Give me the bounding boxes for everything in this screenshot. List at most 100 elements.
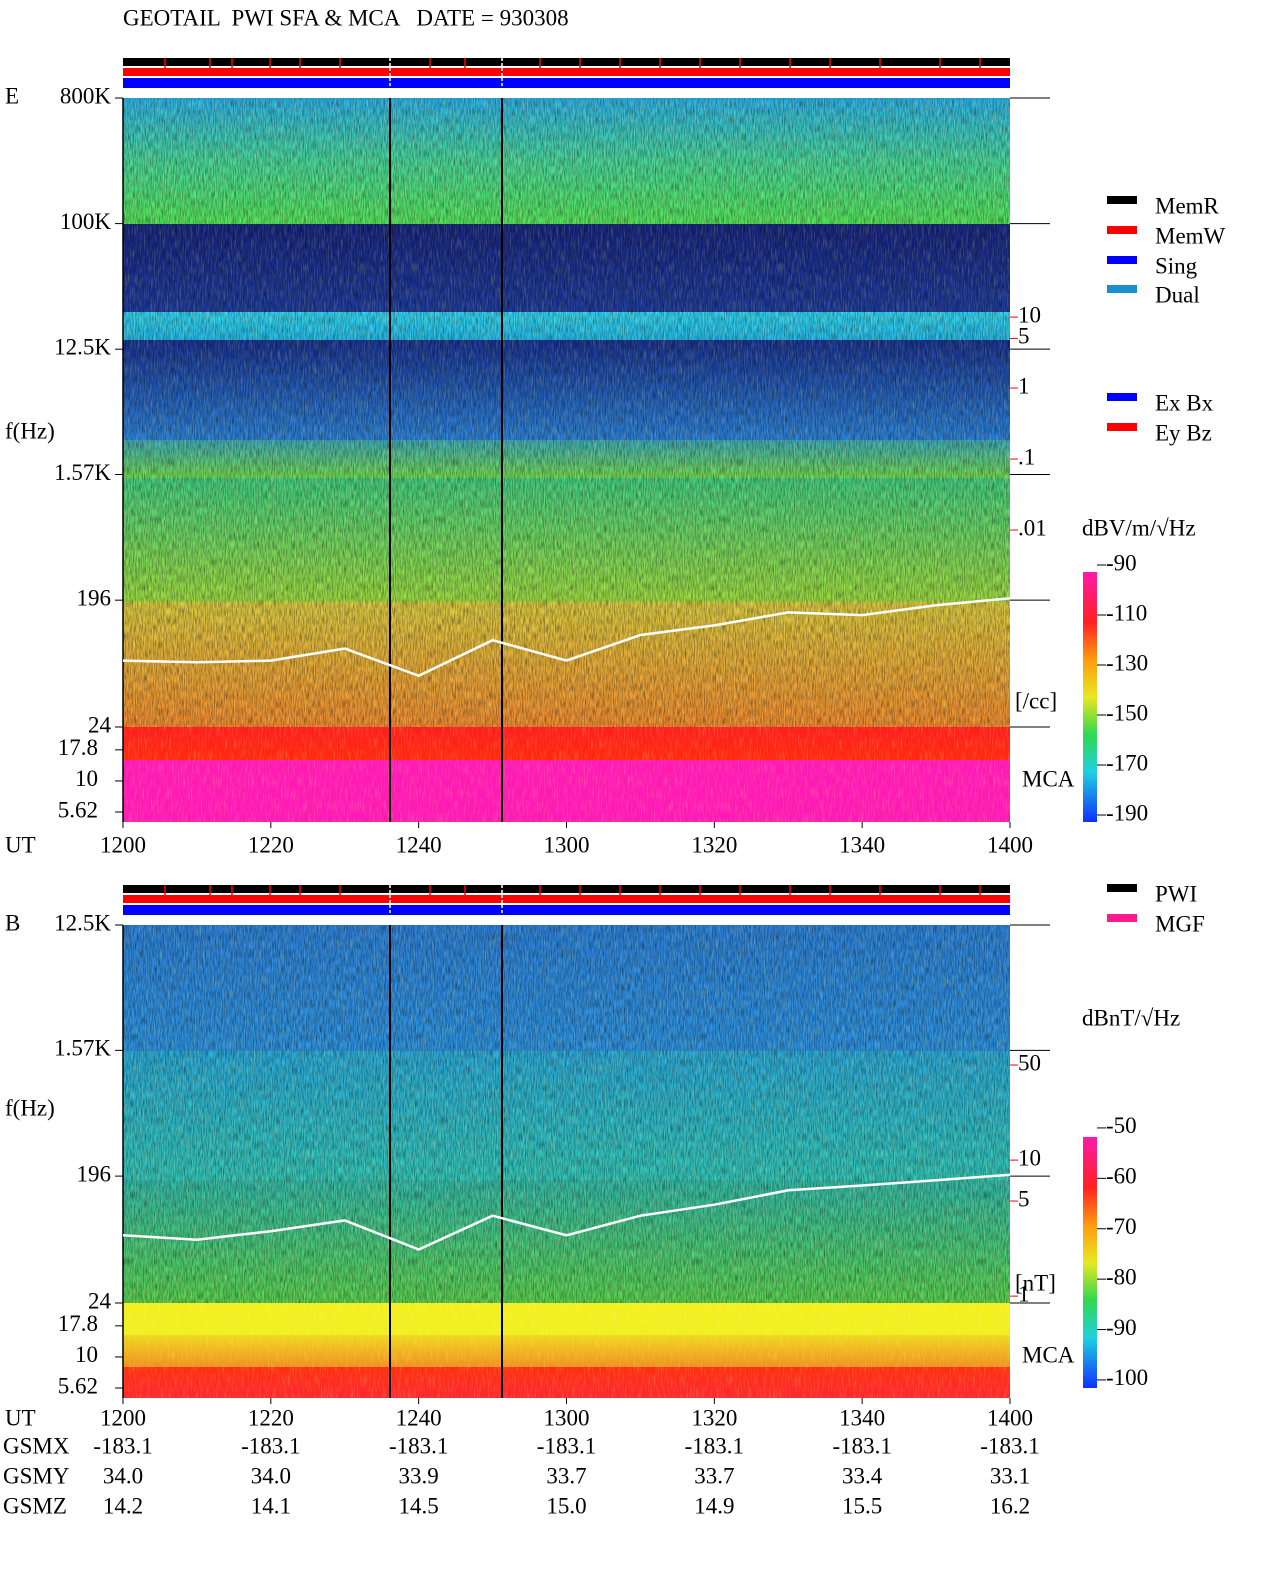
legend-swatch (1107, 226, 1137, 234)
x-tick-label: 1240 (396, 832, 442, 857)
legend-label: PWI (1155, 881, 1197, 906)
y-tick-label: 24 (88, 712, 112, 737)
colorbar-label: dBnT/√Hz (1082, 1005, 1180, 1030)
colorbar (1083, 1137, 1097, 1388)
x-tick-label: 1220 (248, 832, 294, 857)
legend-label: MGF (1155, 911, 1205, 936)
orbit-value: -183.1 (93, 1433, 152, 1458)
mca-label: MCA (1022, 766, 1075, 791)
y-axis-label: f(Hz) (5, 1095, 55, 1120)
y-tick-label: 12.5K (54, 910, 111, 935)
orbit-value: 14.5 (399, 1493, 439, 1518)
status-bar (123, 78, 1010, 88)
colorbar-tick-label: -150 (1106, 700, 1148, 725)
orbit-value: -183.1 (241, 1433, 300, 1458)
y2-tick-label: 10 (1018, 302, 1041, 327)
x-tick-label: 1240 (396, 1405, 442, 1430)
legend-label: Ey Bz (1155, 420, 1212, 445)
y2-tick-label: .1 (1018, 444, 1035, 469)
mca-tick-label: 10 (75, 766, 98, 791)
x-axis-label: UT (5, 832, 36, 857)
legend-label: Dual (1155, 282, 1200, 307)
x-tick-label: 1400 (987, 832, 1033, 857)
y-tick-label: 12.5K (54, 334, 111, 359)
legend-label: MemR (1155, 193, 1220, 218)
y2-tick-label: 1 (1018, 373, 1030, 398)
y-tick-label: 24 (88, 1288, 112, 1313)
orbit-value: -183.1 (685, 1433, 744, 1458)
y2-axis-label: [nT] (1015, 1270, 1056, 1295)
status-bar (123, 58, 1010, 66)
legend-swatch (1107, 423, 1137, 431)
legend-label: MemW (1155, 223, 1226, 248)
orbit-value: 15.0 (546, 1493, 586, 1518)
status-bar (123, 895, 1010, 903)
x-tick-label: 1300 (544, 1405, 590, 1430)
orbit-value: 33.1 (990, 1463, 1030, 1488)
x-tick-label: 1200 (100, 1405, 146, 1430)
orbit-value: 33.9 (399, 1463, 439, 1488)
mca-tick-label: 17.8 (58, 735, 98, 760)
orbit-row-name: GSMX (3, 1433, 70, 1458)
x-axis-label: UT (5, 1405, 36, 1430)
status-bar (123, 905, 1010, 915)
colorbar-tick-label: -190 (1106, 800, 1148, 825)
mca-tick-label: 5.62 (58, 1373, 98, 1398)
y2-tick-label: .01 (1018, 515, 1047, 540)
orbit-value: 16.2 (990, 1493, 1030, 1518)
spectrogram-texture (123, 98, 1010, 822)
legend-swatch (1107, 884, 1137, 892)
colorbar-tick-label: -70 (1106, 1214, 1137, 1239)
x-tick-label: 1220 (248, 1405, 294, 1430)
colorbar-label: dBV/m/√Hz (1082, 515, 1196, 540)
colorbar (1083, 572, 1097, 822)
orbit-value: -183.1 (389, 1433, 448, 1458)
orbit-value: 15.5 (842, 1493, 882, 1518)
x-tick-label: 1340 (839, 1405, 885, 1430)
mca-tick-label: 5.62 (58, 797, 98, 822)
colorbar-tick-label: -90 (1106, 1315, 1137, 1340)
x-tick-label: 1320 (691, 832, 737, 857)
panel-label: E (5, 83, 19, 108)
orbit-value: 33.7 (694, 1463, 734, 1488)
colorbar-tick-label: -50 (1106, 1113, 1137, 1138)
status-bar (123, 68, 1010, 76)
x-tick-label: 1340 (839, 832, 885, 857)
trace-line (122, 1173, 1011, 1251)
colorbar-tick-label: -110 (1106, 600, 1147, 625)
spectrogram-texture (123, 925, 1010, 1398)
legend-label: Ex Bx (1155, 390, 1214, 415)
colorbar-tick-label: -170 (1106, 750, 1148, 775)
y2-tick-label: 10 (1018, 1145, 1041, 1170)
orbit-value: -183.1 (832, 1433, 891, 1458)
y2-tick-label: 5 (1018, 1186, 1030, 1211)
mca-tick-label: 10 (75, 1342, 98, 1367)
x-tick-label: 1400 (987, 1405, 1033, 1430)
y2-tick-label: 5 (1018, 324, 1030, 349)
orbit-value: 14.9 (694, 1493, 734, 1518)
y2-tick-label: 50 (1018, 1050, 1041, 1075)
y-tick-label: 100K (60, 209, 112, 234)
y-tick-label: 1.57K (54, 1036, 111, 1061)
orbit-value: 34.0 (103, 1463, 143, 1488)
colorbar-tick-label: -90 (1106, 550, 1137, 575)
colorbar-tick-label: -100 (1106, 1365, 1148, 1390)
x-tick-label: 1300 (544, 832, 590, 857)
legend-swatch (1107, 914, 1137, 922)
orbit-value: -183.1 (980, 1433, 1039, 1458)
panel-label: B (5, 910, 20, 935)
orbit-value: 14.1 (251, 1493, 291, 1518)
legend-swatch (1107, 393, 1137, 401)
y-axis-label: f(Hz) (5, 418, 55, 443)
mca-tick-label: 17.8 (58, 1311, 98, 1336)
y-tick-label: 800K (60, 83, 112, 108)
legend-label: Sing (1155, 253, 1198, 278)
mca-label: MCA (1022, 1342, 1075, 1367)
orbit-row-name: GSMZ (3, 1493, 67, 1518)
trace-line (122, 597, 1011, 678)
colorbar-tick-label: -130 (1106, 650, 1148, 675)
y-tick-label: 196 (77, 585, 112, 610)
status-bar (123, 885, 1010, 893)
orbit-value: 14.2 (103, 1493, 143, 1518)
